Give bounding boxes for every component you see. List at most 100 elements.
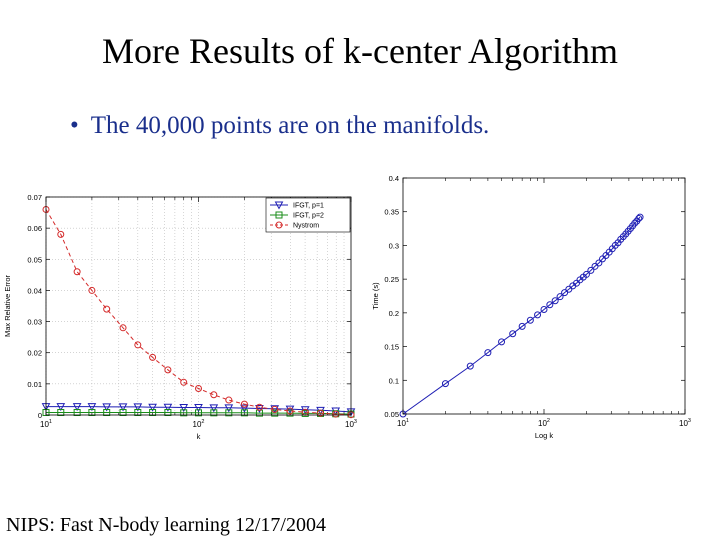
data-point (441, 380, 449, 388)
data-point (546, 301, 554, 309)
data-point (134, 341, 142, 349)
data-point (56, 403, 66, 412)
data-point (88, 409, 96, 417)
data-point (240, 409, 248, 417)
data-point (149, 353, 157, 361)
data-point (57, 409, 65, 417)
legend-label: IFGT, p=2 (293, 213, 324, 220)
data-point (194, 404, 203, 413)
series-line-2 (45, 209, 352, 416)
y-tick-label: 0.1 (389, 376, 399, 385)
data-point (73, 409, 81, 417)
data-point (484, 349, 492, 357)
data-point (561, 289, 569, 297)
data-point (240, 404, 249, 413)
x-tick-label: 101 (40, 419, 52, 429)
data-point (72, 403, 82, 412)
data-point (534, 311, 542, 319)
data-point (636, 213, 644, 221)
y-tick-label: 0.35 (384, 208, 399, 217)
data-point (271, 405, 279, 413)
data-point (210, 391, 218, 399)
y-tick-label: 0.01 (27, 380, 42, 389)
data-point (103, 409, 111, 417)
data-point (133, 403, 143, 412)
x-tick-label: 102 (538, 418, 550, 428)
legend-marker (275, 211, 283, 219)
x-tick-label: 102 (193, 419, 205, 429)
data-point (565, 285, 573, 293)
data-point (271, 409, 279, 417)
data-point (225, 409, 233, 417)
data-point (509, 330, 517, 338)
data-point (195, 409, 202, 417)
data-point (317, 409, 325, 417)
data-point (209, 404, 219, 413)
data-point (240, 400, 248, 408)
series-line-0 (46, 406, 352, 413)
y-tick-label: 0.02 (27, 349, 42, 358)
data-point (57, 230, 65, 238)
data-point (556, 293, 564, 301)
data-point (134, 409, 142, 417)
x-axis-label: Log k (535, 431, 554, 440)
y-tick-label: 0.05 (384, 410, 399, 419)
data-point (540, 305, 548, 313)
slide-footer: NIPS: Fast N-body learning 12/17/2004 (6, 514, 326, 536)
y-tick-label: 0.04 (27, 286, 42, 295)
error-chart: 0 0.01 0.02 0.03 0.04 0.05 0.06 0.07 101 102 103 k M… (3, 193, 357, 441)
data-point (87, 403, 97, 412)
x-tick-label: 103 (345, 419, 357, 429)
y-tick-label: 0.3 (389, 241, 399, 250)
data-point (164, 409, 172, 417)
y-tick-label: 0 (38, 411, 42, 420)
y-tick-label: 0.25 (384, 275, 399, 284)
legend-marker (275, 221, 283, 229)
data-point (225, 396, 233, 404)
data-point (164, 366, 172, 374)
data-point (102, 403, 112, 412)
data-point (149, 409, 157, 417)
data-point (224, 404, 234, 413)
legend-label: Nystrom (293, 223, 319, 230)
data-point (526, 316, 534, 324)
y-tick-label: 0.07 (27, 193, 42, 202)
data-point (595, 259, 603, 267)
bullet-marker: • (70, 112, 79, 139)
y-tick-label: 0.03 (27, 318, 42, 327)
legend-label: IFGT, p=1 (293, 203, 324, 210)
y-tick-label: 0.4 (389, 174, 399, 183)
plot-frame (402, 177, 686, 415)
data-point (551, 297, 559, 305)
data-point (118, 403, 128, 412)
bullet-text: The 40,000 points are on the manifolds. (90, 112, 490, 139)
bullet-point: • The 40,000 points are on the manifolds. (70, 112, 489, 140)
y-axis-label: Max Relative Error (3, 274, 12, 337)
data-point (119, 324, 127, 332)
data-point (180, 409, 188, 417)
y-tick-label: 0.05 (27, 255, 42, 264)
data-point (466, 362, 474, 370)
series-line-1 (46, 412, 352, 415)
data-point (119, 409, 127, 417)
data-point (255, 404, 264, 414)
plot-area (403, 178, 685, 414)
data-point (88, 286, 96, 294)
data-point (498, 338, 506, 346)
legend-marker (274, 201, 284, 210)
x-tick-label: 101 (397, 418, 409, 428)
data-point (582, 270, 590, 278)
time-chart: 0.05 0.1 0.15 0.2 0.25 0.3 0.35 0.4 101 102 103 Log… (371, 174, 691, 440)
y-tick-label: 0.2 (389, 309, 399, 318)
data-point (286, 407, 294, 415)
data-point (163, 403, 173, 412)
data-point (73, 268, 81, 276)
plot-frame (45, 196, 352, 416)
data-point (587, 266, 595, 274)
data-point (195, 385, 202, 393)
data-point (255, 403, 263, 411)
y-axis-label: Time (s) (371, 282, 380, 310)
data-point (210, 409, 218, 417)
data-point (631, 219, 639, 227)
data-point (332, 410, 340, 418)
